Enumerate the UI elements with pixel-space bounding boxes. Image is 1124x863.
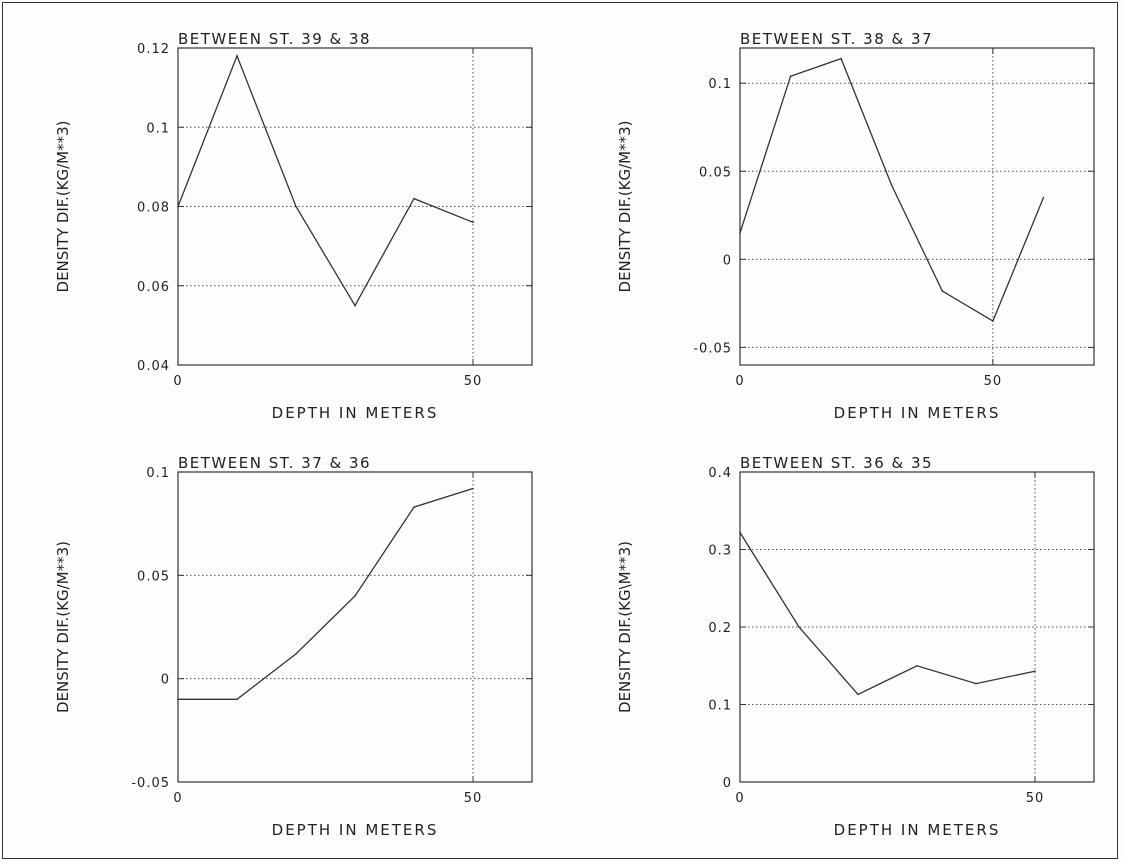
y-axis-label: DENSITY DIF.(KG/M**3) (54, 121, 72, 293)
x-tick-label: 0 (173, 374, 182, 389)
x-axis-label: DEPTH IN METERS (272, 404, 439, 422)
data-point (472, 487, 474, 490)
series-line (178, 487, 474, 700)
y-tick-label: 0.1 (708, 77, 732, 92)
y-tick-label: -0.05 (131, 776, 170, 791)
data-point (840, 57, 842, 60)
data-point (890, 184, 893, 187)
x-tick-label: 50 (464, 374, 483, 389)
y-tick-label: 0.1 (146, 121, 170, 136)
data-point (177, 698, 179, 701)
plot-area-frame (177, 471, 533, 783)
x-axis-label: DEPTH IN METERS (272, 821, 439, 839)
data-point (177, 205, 179, 208)
y-tick-label: 0.04 (137, 359, 170, 374)
chart-title: BETWEEN ST. 39 & 38 (178, 30, 371, 48)
data-point (789, 75, 792, 77)
data-point (295, 653, 297, 655)
plot-area-frame (739, 47, 1095, 366)
data-point (472, 221, 474, 224)
chart-title: BETWEEN ST. 37 & 36 (178, 454, 371, 472)
y-axis-label: DENSITY DIF.(KG\M**3) (616, 541, 634, 713)
y-tick-label: 0.3 (708, 544, 732, 559)
data-point (857, 693, 859, 696)
y-tick-label: 0.4 (708, 466, 732, 481)
data-point (236, 55, 238, 57)
data-point (739, 531, 741, 534)
data-point (236, 698, 238, 701)
x-tick-label: 50 (984, 374, 1003, 389)
x-axis-label: DEPTH IN METERS (834, 821, 1001, 839)
chart-title: BETWEEN ST. 38 & 37 (740, 30, 933, 48)
y-tick-label: 0.08 (137, 201, 170, 216)
data-point (739, 232, 741, 234)
series-line (739, 57, 1045, 322)
y-tick-label: 0.05 (137, 569, 170, 584)
data-point (798, 626, 800, 628)
data-point (413, 506, 415, 508)
x-tick-label: 0 (735, 791, 744, 806)
y-tick-label: 0.05 (699, 165, 732, 180)
y-tick-label: 0 (161, 673, 170, 688)
data-point (413, 197, 415, 200)
y-tick-label: 0.1 (708, 699, 732, 714)
chart-panel-2: -0.05 0 0.05 0.1 0 50 BETWEEN ST. 38 & 37 DEPTH… (616, 30, 1095, 422)
data-point (916, 664, 918, 667)
y-tick-label: 0 (723, 776, 732, 791)
y-axis-label: DENSITY DIF.(KG/M**3) (616, 121, 634, 293)
x-tick-label: 50 (464, 791, 483, 806)
y-axis-label: DENSITY DIF.(KG/M**3) (54, 541, 72, 713)
data-point (1042, 196, 1045, 199)
series-line (739, 532, 1036, 696)
data-point (354, 595, 356, 597)
x-tick-label: 0 (173, 791, 182, 806)
data-point (295, 205, 297, 208)
chart-title: BETWEEN ST. 36 & 35 (740, 454, 933, 472)
y-tick-label: 0.12 (137, 42, 170, 57)
data-point (941, 290, 944, 292)
data-point (975, 682, 977, 685)
x-axis-label: DEPTH IN METERS (834, 404, 1001, 422)
chart-panel-4: 0 0.1 0.2 0.3 0.4 0 50 BETWEEN ST. 36 & 35 DEPTH… (616, 454, 1095, 839)
chart-panel-1: 0.04 0.06 0.08 0.1 0.12 0 50 BETWEEN ST. 39 & 3… (54, 30, 533, 422)
y-tick-label: 0.1 (146, 466, 170, 481)
data-point (354, 304, 356, 307)
series-line (177, 54, 474, 307)
data-point (1034, 670, 1036, 672)
y-tick-label: 0.06 (137, 280, 170, 295)
x-tick-label: 0 (735, 374, 744, 389)
x-tick-label: 50 (1026, 791, 1045, 806)
y-tick-label: -0.05 (693, 341, 732, 356)
y-tick-label: 0 (723, 253, 732, 268)
data-point (992, 320, 994, 322)
y-tick-label: 0.2 (708, 621, 732, 636)
